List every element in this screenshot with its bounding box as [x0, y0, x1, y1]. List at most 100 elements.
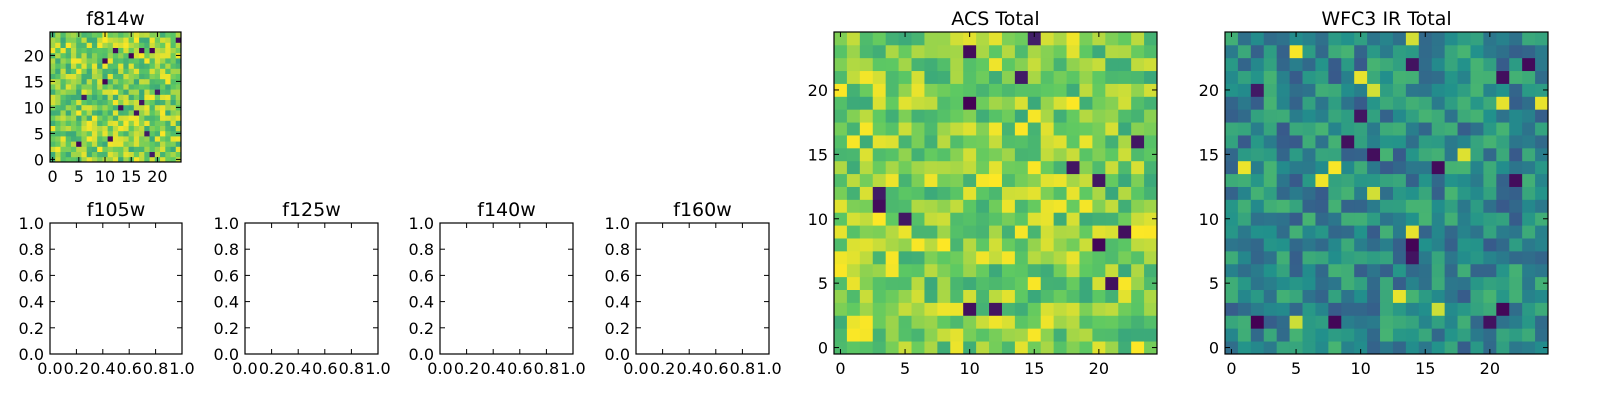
- heatmap-cell: [1367, 289, 1381, 303]
- heatmap-cell: [1392, 147, 1407, 162]
- heatmap-cell: [1354, 109, 1368, 123]
- heatmap-cell: [76, 141, 82, 147]
- heatmap-cell: [1079, 212, 1093, 226]
- heatmap-cell: [1509, 225, 1523, 239]
- heatmap-cell: [128, 63, 135, 69]
- heatmap-cell: [1328, 302, 1342, 316]
- x-tick-label: 1.0: [756, 359, 781, 378]
- heatmap-cell: [1509, 96, 1523, 110]
- heatmap-cell: [1328, 83, 1342, 97]
- heatmap-cell: [963, 199, 977, 213]
- heatmap-cell: [1040, 263, 1055, 278]
- heatmap-cell: [50, 141, 56, 147]
- heatmap-cell: [1079, 302, 1093, 316]
- heatmap-cell: [1341, 173, 1355, 187]
- heatmap-cell: [1328, 109, 1342, 123]
- heatmap-cell: [1341, 83, 1355, 97]
- heatmap-cell: [175, 120, 182, 126]
- heatmap-cell: [1522, 83, 1536, 97]
- heatmap-cell: [911, 70, 925, 84]
- heatmap-cell: [1392, 122, 1407, 136]
- heatmap-cell: [70, 94, 77, 100]
- heatmap-cell: [1092, 135, 1106, 149]
- heatmap-cell: [1328, 147, 1342, 162]
- heatmap-cell: [70, 84, 77, 90]
- heatmap-cell: [1079, 109, 1093, 123]
- heatmap-cell: [963, 44, 977, 59]
- heatmap-cell: [1079, 276, 1093, 290]
- heatmap-cell: [1079, 70, 1093, 84]
- heatmap-cell: [1276, 147, 1290, 162]
- heatmap-cell: [50, 136, 56, 142]
- axes-frame: [49, 31, 182, 163]
- heatmap-cell: [144, 141, 150, 147]
- heatmap-cell: [1470, 83, 1484, 97]
- heatmap-cell: [1315, 83, 1329, 97]
- heatmap-cell: [924, 122, 938, 136]
- heatmap-cell: [1105, 83, 1119, 97]
- heatmap-cell: [139, 63, 145, 69]
- heatmap-cell: [1131, 328, 1145, 342]
- heatmap-cell: [911, 263, 925, 278]
- heatmap-cell: [1250, 173, 1265, 187]
- heatmap-cell: [1131, 57, 1145, 72]
- heatmap-cell: [1040, 238, 1055, 252]
- heatmap-cell: [1118, 212, 1132, 226]
- heatmap-cell: [50, 68, 56, 74]
- heatmap-cell: [1066, 250, 1080, 265]
- heatmap-cell: [133, 104, 140, 111]
- heatmap-cell: [1315, 186, 1329, 200]
- heatmap-cell: [1380, 135, 1394, 149]
- heatmap-cell: [102, 151, 109, 158]
- heatmap-cell: [1001, 212, 1016, 226]
- heatmap-cell: [1354, 199, 1368, 213]
- heatmap-cell: [1225, 160, 1239, 175]
- heatmap-cell: [1053, 122, 1067, 136]
- heatmap-cell: [1483, 341, 1497, 355]
- y-tick-label: 10: [808, 210, 828, 229]
- heatmap-cell: [834, 147, 848, 162]
- heatmap-cell: [1001, 263, 1016, 278]
- heatmap-cell: [885, 83, 899, 97]
- heatmap-cell: [50, 47, 56, 54]
- heatmap-cell: [885, 238, 899, 252]
- heatmap-cell: [1014, 32, 1029, 46]
- heatmap-cell: [937, 289, 951, 303]
- heatmap-cell: [924, 341, 938, 355]
- heatmap-cell: [1354, 147, 1368, 162]
- heatmap-cell: [1040, 199, 1055, 213]
- heatmap-cell: [97, 52, 103, 59]
- heatmap-cell: [76, 104, 82, 111]
- y-tick-label: 0.0: [214, 345, 239, 364]
- heatmap-cell: [70, 151, 77, 158]
- heatmap-cell: [1302, 212, 1316, 226]
- heatmap-cell: [834, 199, 848, 213]
- heatmap-cell: [1263, 135, 1278, 149]
- heatmap-cell: [1040, 96, 1055, 110]
- heatmap-cell: [1367, 302, 1381, 316]
- heatmap-cell: [1131, 250, 1145, 265]
- heatmap-cell: [1392, 173, 1407, 187]
- heatmap-cell: [1354, 276, 1368, 290]
- heatmap-cell: [834, 135, 848, 149]
- heatmap-cell: [1118, 173, 1132, 187]
- y-tick-label: 15: [1199, 145, 1219, 164]
- panel-title: f105w: [87, 199, 146, 221]
- heatmap-cell: [976, 289, 990, 303]
- heatmap-cell: [149, 141, 156, 147]
- heatmap-cell: [1483, 199, 1497, 213]
- heatmap-cell: [1392, 57, 1407, 72]
- heatmap-cell: [118, 104, 124, 111]
- heatmap-cell: [885, 289, 899, 303]
- heatmap-cell: [1053, 250, 1067, 265]
- heatmap-cell: [91, 32, 98, 38]
- heatmap-cell: [1237, 225, 1252, 239]
- heatmap-cell: [139, 110, 145, 116]
- heatmap-cell: [1276, 83, 1290, 97]
- heatmap-cell: [1053, 83, 1067, 97]
- heatmap-cell: [1131, 212, 1145, 226]
- heatmap-cell: [1470, 302, 1484, 316]
- heatmap-cell: [885, 250, 899, 265]
- heatmap-cell: [123, 84, 129, 90]
- heatmap-cell: [898, 199, 912, 213]
